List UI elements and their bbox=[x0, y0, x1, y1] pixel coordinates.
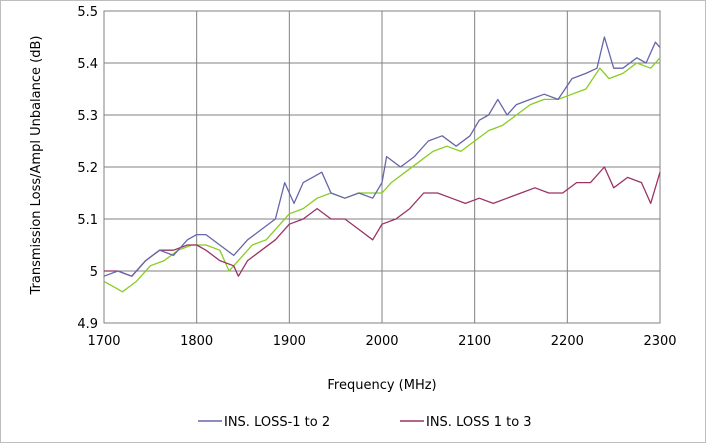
x-tick-label: 1800 bbox=[180, 334, 213, 349]
series-line-1 bbox=[103, 36, 661, 277]
y-tick-label: 5.1 bbox=[77, 213, 98, 228]
gridlines bbox=[103, 10, 661, 324]
x-tick-label: 2100 bbox=[458, 334, 491, 349]
plot-area-border bbox=[103, 10, 661, 324]
series-line-2 bbox=[104, 166, 661, 277]
x-tick-label: 2000 bbox=[365, 334, 398, 349]
x-tick-label: 1900 bbox=[273, 334, 306, 349]
y-tick-label: 5.5 bbox=[77, 5, 98, 20]
legend-label-series-1: INS. LOSS-1 to 2 bbox=[224, 415, 330, 430]
series-lines bbox=[103, 36, 661, 293]
tick-labels: 4.9 5 5.1 5.2 5.3 5.4 5.5 1700 1800 1900 2000 2100 2… bbox=[77, 5, 676, 349]
y-tick-label: 5.4 bbox=[77, 57, 98, 72]
legend: INS. LOSS-1 to 2 INS. LOSS 1 to 3 bbox=[198, 415, 532, 430]
y-tick-label: 5 bbox=[90, 265, 98, 280]
x-axis-title: Frequency (MHz) bbox=[327, 378, 436, 393]
x-tick-label: 1700 bbox=[87, 334, 120, 349]
x-tick-label: 2200 bbox=[551, 334, 584, 349]
y-tick-label: 5.2 bbox=[77, 161, 98, 176]
x-tick-label: 2300 bbox=[643, 334, 676, 349]
legend-label-series-2: INS. LOSS 1 to 3 bbox=[426, 415, 532, 430]
y-tick-label: 4.9 bbox=[77, 317, 98, 332]
y-axis-title: Transmission Loss/Ampl Unbalance (dB) bbox=[29, 36, 44, 296]
y-tick-label: 5.3 bbox=[77, 109, 98, 124]
